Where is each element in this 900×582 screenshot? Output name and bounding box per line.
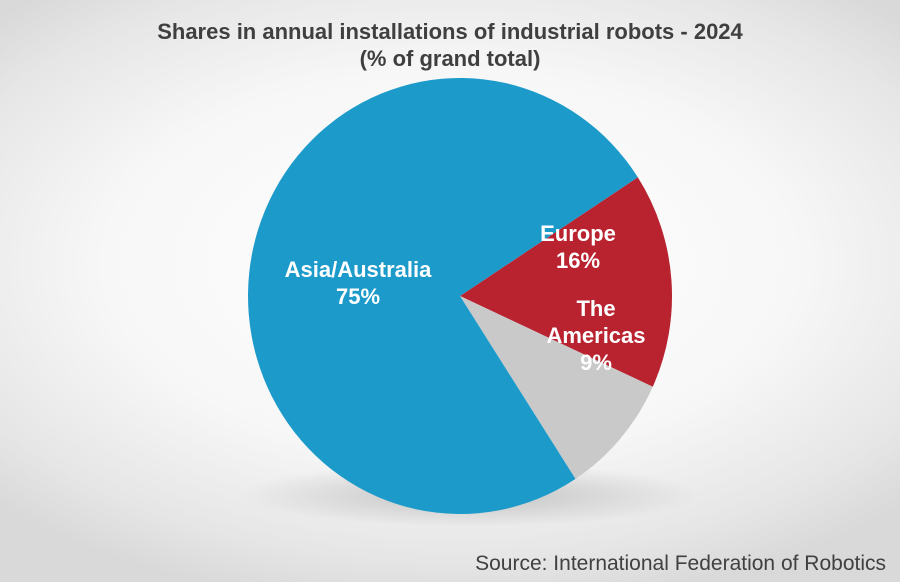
chart-title: Shares in annual installations of indust…: [0, 18, 900, 72]
slice-label-europe: Europe 16%: [540, 221, 616, 273]
source-note: Source: International Federation of Robo…: [475, 552, 886, 575]
pie-slice-europe: [460, 177, 672, 387]
slice-label-asia-australia: Asia/Australia 75%: [285, 257, 432, 309]
pie-slice-asia-australia: [248, 78, 638, 514]
slice-label-the-americas: The Americas 9%: [546, 296, 645, 375]
chart-subtitle: (% of grand total): [359, 46, 541, 71]
chart-title-line: Shares in annual installations of indust…: [157, 19, 743, 44]
pie-slices: [248, 78, 672, 514]
pie-slice-the-americas: [460, 296, 653, 479]
pie-labels: Asia/Australia 75% Europe 16% The Americas 9%: [285, 221, 646, 375]
